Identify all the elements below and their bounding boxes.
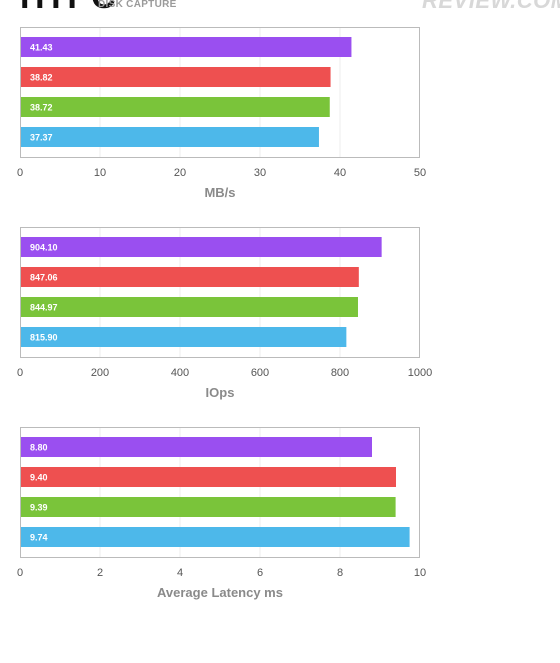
bar-value-label: 847.06 <box>30 273 58 283</box>
bar <box>21 437 372 457</box>
bar-value-label: 38.72 <box>30 103 53 113</box>
site-logo: REVIEW.COM <box>422 0 560 13</box>
bar-value-label: 38.82 <box>30 73 53 83</box>
bar-value-label: 8.80 <box>30 443 48 453</box>
x-tick-label: 0 <box>17 567 23 579</box>
bar-value-label: 844.97 <box>30 303 58 313</box>
x-tick-label: 10 <box>94 167 106 179</box>
x-tick-label: 20 <box>174 167 186 179</box>
x-tick-label: 30 <box>254 167 266 179</box>
x-tick-label: 2 <box>97 567 103 579</box>
bar-value-label: 9.39 <box>30 503 48 513</box>
bar <box>21 467 396 487</box>
chart-2: 904.10 847.06 844.97 815.90 0 200 400 600 800 100… <box>17 227 432 400</box>
bar-value-label: 41.43 <box>30 43 53 53</box>
x-tick-label: 0 <box>17 167 23 179</box>
bar <box>21 37 352 57</box>
bar <box>21 127 319 147</box>
bar-value-label: 9.40 <box>30 473 48 483</box>
bar <box>21 237 382 257</box>
page-title: HTPC <box>20 0 117 14</box>
bar-value-label: 815.90 <box>30 333 58 343</box>
x-axis-title: MB/s <box>204 185 235 200</box>
bar <box>21 67 331 87</box>
page-header: HTPC DISK CAPTURE REVIEW.COM <box>0 0 560 14</box>
x-tick-label: 40 <box>334 167 346 179</box>
chart-1: 41.43 38.82 38.72 37.37 0 10 20 30 40 50 MB/s <box>17 27 426 200</box>
x-tick-label: 50 <box>414 167 426 179</box>
x-tick-label: 0 <box>17 367 23 379</box>
x-tick-label: 800 <box>331 367 349 379</box>
bar <box>21 497 396 517</box>
bar <box>21 267 359 287</box>
x-tick-label: 400 <box>171 367 189 379</box>
plot-frame <box>20 427 420 558</box>
bar <box>21 297 358 317</box>
x-tick-label: 6 <box>257 567 263 579</box>
plot-frame <box>20 27 420 158</box>
bar-value-label: 37.37 <box>30 133 53 143</box>
x-axis-title: IOps <box>206 385 235 400</box>
x-tick-label: 10 <box>414 567 426 579</box>
x-tick-label: 8 <box>337 567 343 579</box>
bar-value-label: 904.10 <box>30 243 58 253</box>
x-tick-label: 200 <box>91 367 109 379</box>
bar <box>21 327 347 347</box>
x-axis-title: Average Latency ms <box>157 585 283 600</box>
x-tick-label: 1000 <box>408 367 432 379</box>
x-tick-label: 4 <box>177 567 183 579</box>
bar-value-label: 9.74 <box>30 533 48 543</box>
bar <box>21 527 410 547</box>
page-subtitle: DISK CAPTURE <box>98 0 177 10</box>
x-tick-label: 600 <box>251 367 269 379</box>
chart-3: 8.80 9.40 9.39 9.74 0 2 4 6 8 10 Average Latency m… <box>17 427 426 600</box>
bar <box>21 97 330 117</box>
plot-frame <box>20 227 420 358</box>
